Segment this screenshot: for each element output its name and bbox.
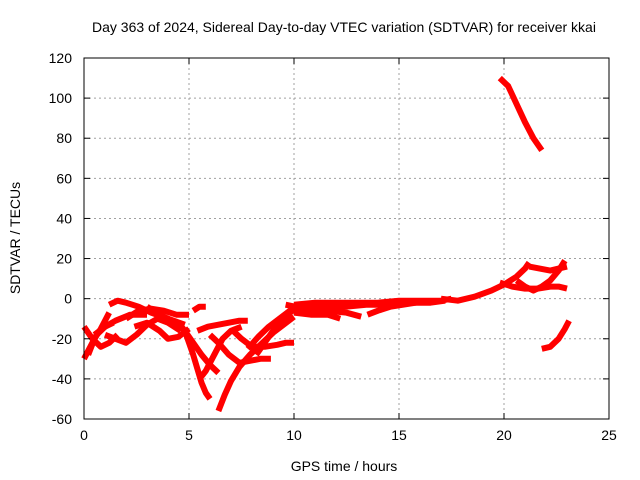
grid-layer (84, 58, 609, 419)
series-line-track-29 (541, 319, 572, 352)
plot-frame (83, 57, 610, 420)
series-line-track-23 (366, 299, 417, 318)
y-tick-label: 0 (64, 291, 72, 307)
series-line-track-18 (253, 304, 300, 357)
series-line-track-27 (528, 263, 568, 274)
series-line-track-28 (497, 75, 545, 153)
series-line-track-13 (196, 317, 248, 334)
series-line-track-7 (124, 305, 189, 322)
chart-title: Day 363 of 2024, Sidereal Day-to-day VTE… (92, 19, 596, 35)
series-line-track-19 (284, 301, 362, 320)
x-tick-label: 5 (185, 427, 193, 443)
y-tick-label: 20 (56, 251, 72, 267)
series-line-track-8 (133, 319, 191, 342)
y-tick-label: -60 (52, 411, 72, 427)
x-axis-label: GPS time / hours (291, 458, 398, 474)
series-layer (81, 75, 572, 413)
y-tick-label: 60 (56, 170, 72, 186)
series-line-track-24 (440, 260, 532, 304)
series-line-track-14 (215, 314, 296, 413)
series-line-track-22 (304, 297, 446, 310)
series-line-track-15 (207, 332, 271, 366)
series-line-track-6 (103, 315, 183, 346)
y-tick-label: 40 (56, 210, 72, 226)
x-tick-label: 25 (601, 427, 617, 443)
x-tick-label: 0 (80, 427, 88, 443)
x-tick-label: 10 (286, 427, 302, 443)
tick-layer: 0 5 10 15 20 25 -60 -40 -20 0 20 40 60 80 100 120 (49, 50, 617, 443)
y-tick-label: 120 (49, 50, 73, 66)
y-tick-label: 100 (49, 90, 73, 106)
y-tick-label: -40 (52, 371, 72, 387)
x-tick-label: 20 (496, 427, 512, 443)
series-line-track-11 (191, 303, 206, 314)
series-line-track-10 (176, 320, 213, 401)
series-line-track-20 (293, 309, 342, 322)
y-axis-label: SDTVAR / TECUs (7, 182, 23, 294)
y-tick-label: 80 (56, 130, 72, 146)
x-tick-label: 15 (391, 427, 407, 443)
y-tick-label: -20 (52, 331, 72, 347)
